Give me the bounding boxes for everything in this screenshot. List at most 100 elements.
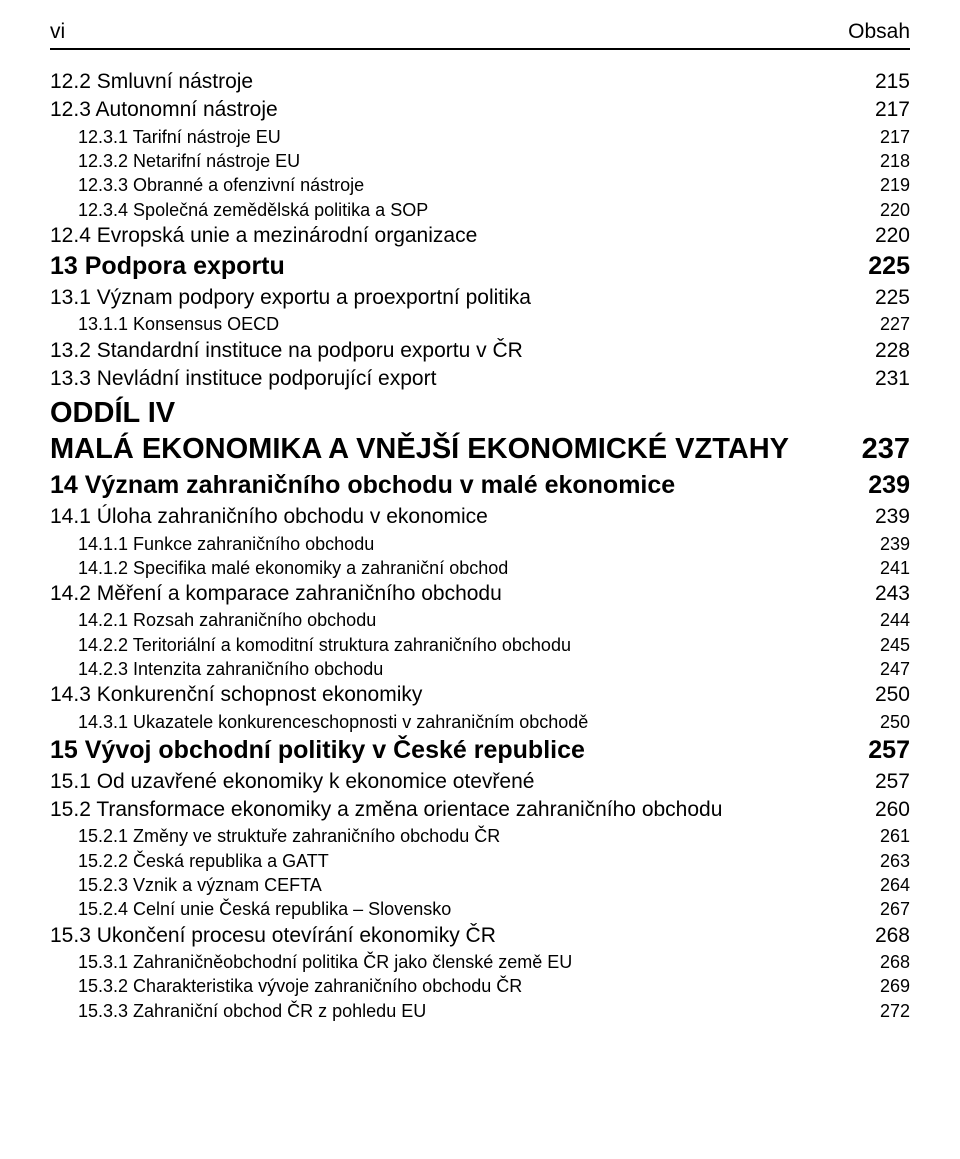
toc-row: 15.1 Od uzavřené ekonomiky k ekonomice o… — [50, 768, 910, 796]
toc-row: 12.3.4 Společná zemědělská politika a SO… — [50, 198, 910, 222]
toc-entry-page: 245 — [860, 633, 910, 657]
toc-entry-page: 239 — [855, 503, 910, 531]
toc-entry-page: 272 — [860, 999, 910, 1023]
toc-entry-page: 257 — [855, 768, 910, 796]
toc-entry-page: 250 — [855, 681, 910, 709]
toc-entry-label: 15.1 Od uzavřené ekonomiky k ekonomice o… — [50, 768, 855, 796]
toc-row: 14.1.1 Funkce zahraničního obchodu239 — [50, 532, 910, 556]
page-number-roman: vi — [50, 20, 65, 44]
toc-entry-label: 15.2.4 Celní unie Česká republika – Slov… — [50, 897, 860, 921]
page-header: vi Obsah — [50, 20, 910, 50]
toc-entry-page: 219 — [860, 173, 910, 197]
toc-entry-label: 12.3.2 Netarifní nástroje EU — [50, 149, 860, 173]
toc-entry-page: 257 — [848, 734, 910, 768]
toc-entry-label: 14.2.2 Teritoriální a komoditní struktur… — [50, 633, 860, 657]
toc-entry-page: 269 — [860, 974, 910, 998]
toc-entry-label: 14.1.1 Funkce zahraničního obchodu — [50, 532, 860, 556]
toc-entry-label: 14.1 Úloha zahraničního obchodu v ekonom… — [50, 503, 855, 531]
toc-entry-page: 217 — [860, 125, 910, 149]
toc-row: MALÁ EKONOMIKA A VNĚJŠÍ EKONOMICKÉ VZTAH… — [50, 430, 910, 469]
toc-entry-label: 13.2 Standardní instituce na podporu exp… — [50, 337, 855, 365]
toc-entry-page: 261 — [860, 824, 910, 848]
toc-entry-page: 239 — [848, 469, 910, 503]
page-header-title: Obsah — [848, 20, 910, 44]
toc-entry-page: 215 — [855, 68, 910, 96]
toc-row: 14.2 Měření a komparace zahraničního obc… — [50, 580, 910, 608]
toc-row: 15.2.2 Česká republika a GATT263 — [50, 849, 910, 873]
toc-entry-label: 15.2.3 Vznik a význam CEFTA — [50, 873, 860, 897]
toc-row: 15.3 Ukončení procesu otevírání ekonomik… — [50, 922, 910, 950]
toc-entry-page: 264 — [860, 873, 910, 897]
toc-entry-label: 14.2.3 Intenzita zahraničního obchodu — [50, 657, 860, 681]
toc-entry-page: 267 — [860, 897, 910, 921]
toc-part-label: ODDÍL IV — [50, 397, 910, 430]
toc-row: 15.3.1 Zahraničněobchodní politika ČR ja… — [50, 950, 910, 974]
toc-row: 12.4 Evropská unie a mezinárodní organiz… — [50, 222, 910, 250]
toc-row: 14.3 Konkurenční schopnost ekonomiky250 — [50, 681, 910, 709]
toc-entry-label: MALÁ EKONOMIKA A VNĚJŠÍ EKONOMICKÉ VZTAH… — [50, 430, 842, 469]
toc-entry-page: 268 — [860, 950, 910, 974]
toc-row: 13.1 Význam podpory exportu a proexportn… — [50, 284, 910, 312]
toc-row: 13.3 Nevládní instituce podporující expo… — [50, 365, 910, 393]
toc-entry-label: 15.3 Ukončení procesu otevírání ekonomik… — [50, 922, 855, 950]
toc-entry-label: 13.3 Nevládní instituce podporující expo… — [50, 365, 855, 393]
toc-row: 12.2 Smluvní nástroje215 — [50, 68, 910, 96]
toc-row: 15.2 Transformace ekonomiky a změna orie… — [50, 796, 910, 824]
toc-row: 14.1 Úloha zahraničního obchodu v ekonom… — [50, 503, 910, 531]
toc-entry-label: 14.3 Konkurenční schopnost ekonomiky — [50, 681, 855, 709]
toc-row: 12.3.3 Obranné a ofenzivní nástroje219 — [50, 173, 910, 197]
toc-entry-label: 12.3.1 Tarifní nástroje EU — [50, 125, 860, 149]
toc-entry-label: 14 Význam zahraničního obchodu v malé ek… — [50, 469, 848, 503]
toc-entry-page: 260 — [855, 796, 910, 824]
toc-entry-page: 225 — [848, 250, 910, 284]
toc-entry-label: 15.3.2 Charakteristika vývoje zahraniční… — [50, 974, 860, 998]
toc-entry-page: 220 — [855, 222, 910, 250]
toc-entry-label: 14.2.1 Rozsah zahraničního obchodu — [50, 608, 860, 632]
toc-row: 15.3.2 Charakteristika vývoje zahraniční… — [50, 974, 910, 998]
toc-entry-page: 244 — [860, 608, 910, 632]
toc-entry-label: 15.3.3 Zahraniční obchod ČR z pohledu EU — [50, 999, 860, 1023]
toc-entry-page: 225 — [855, 284, 910, 312]
toc-row: 14.2.1 Rozsah zahraničního obchodu244 — [50, 608, 910, 632]
toc-entry-page: 227 — [860, 312, 910, 336]
toc-entry-page: 239 — [860, 532, 910, 556]
toc-entry-page: 231 — [855, 365, 910, 393]
toc-entry-label: 14.3.1 Ukazatele konkurenceschopnosti v … — [50, 710, 860, 734]
toc-row: 12.3.1 Tarifní nástroje EU217 — [50, 125, 910, 149]
toc-entry-page: 268 — [855, 922, 910, 950]
toc-row: 14.1.2 Specifika malé ekonomiky a zahran… — [50, 556, 910, 580]
toc-row: 14 Význam zahraničního obchodu v malé ek… — [50, 469, 910, 503]
toc-row: 13.2 Standardní instituce na podporu exp… — [50, 337, 910, 365]
toc-entry-label: 12.3.3 Obranné a ofenzivní nástroje — [50, 173, 860, 197]
toc-entry-page: 263 — [860, 849, 910, 873]
toc-entry-label: 12.3.4 Společná zemědělská politika a SO… — [50, 198, 860, 222]
toc-entry-page: 241 — [860, 556, 910, 580]
toc-entry-page: 228 — [855, 337, 910, 365]
toc-entry-label: 15 Vývoj obchodní politiky v České repub… — [50, 734, 848, 768]
toc-row: 13 Podpora exportu225 — [50, 250, 910, 284]
toc-row: 14.2.2 Teritoriální a komoditní struktur… — [50, 633, 910, 657]
toc-entry-label: 14.2 Měření a komparace zahraničního obc… — [50, 580, 855, 608]
toc-entry-page: 243 — [855, 580, 910, 608]
toc-row: 15.2.4 Celní unie Česká republika – Slov… — [50, 897, 910, 921]
toc-entry-label: 15.2.1 Změny ve struktuře zahraničního o… — [50, 824, 860, 848]
toc-entry-label: 14.1.2 Specifika malé ekonomiky a zahran… — [50, 556, 860, 580]
toc-row: 13.1.1 Konsensus OECD227 — [50, 312, 910, 336]
toc-entry-page: 220 — [860, 198, 910, 222]
toc-row: 14.3.1 Ukazatele konkurenceschopnosti v … — [50, 710, 910, 734]
toc-entry-page: 218 — [860, 149, 910, 173]
toc-row: 15.2.1 Změny ve struktuře zahraničního o… — [50, 824, 910, 848]
toc-row: 14.2.3 Intenzita zahraničního obchodu247 — [50, 657, 910, 681]
toc-entry-page: 250 — [860, 710, 910, 734]
toc-row: 15 Vývoj obchodní politiky v České repub… — [50, 734, 910, 768]
toc-row: 15.2.3 Vznik a význam CEFTA264 — [50, 873, 910, 897]
toc-entry-page: 217 — [855, 96, 910, 124]
toc-entry-label: 13.1.1 Konsensus OECD — [50, 312, 860, 336]
toc-entry-label: 13.1 Význam podpory exportu a proexportn… — [50, 284, 855, 312]
toc-row: 12.3.2 Netarifní nástroje EU218 — [50, 149, 910, 173]
toc-entry-page: 247 — [860, 657, 910, 681]
toc-entry-label: 12.2 Smluvní nástroje — [50, 68, 855, 96]
toc-entry-page: 237 — [842, 430, 910, 469]
toc-entry-label: 12.3 Autonomní nástroje — [50, 96, 855, 124]
toc-entry-label: 15.3.1 Zahraničněobchodní politika ČR ja… — [50, 950, 860, 974]
